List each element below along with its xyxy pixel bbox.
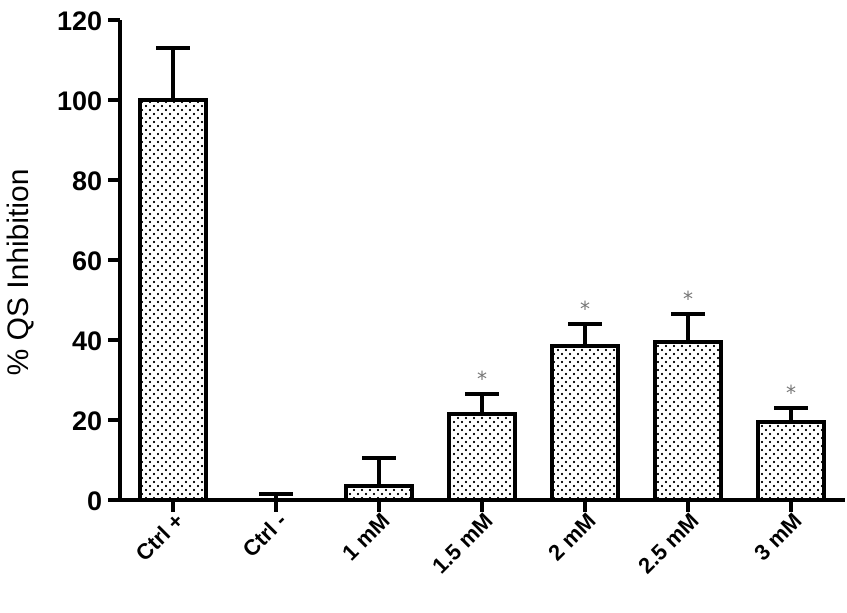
significance-marker: *	[580, 297, 590, 321]
significance-marker: *	[683, 287, 693, 311]
significance-marker: *	[786, 381, 796, 405]
y-tick-label: 60	[72, 246, 102, 276]
bar	[550, 344, 620, 502]
x-tick-label: 2.5 mM	[633, 508, 703, 578]
y-tick-label: 100	[57, 86, 102, 116]
x-tick-label: 2 mM	[543, 508, 600, 565]
bar	[653, 340, 723, 502]
x-tick-label: Ctrl +	[131, 508, 189, 566]
y-tick-label: 80	[72, 166, 102, 196]
y-tick-label: 120	[57, 6, 102, 36]
y-tick-label: 0	[87, 486, 102, 516]
bar	[344, 484, 414, 502]
bar	[756, 420, 826, 502]
x-tick-label: 1.5 mM	[427, 508, 497, 578]
x-tick-label: 1 mM	[337, 508, 394, 565]
y-tick-label: 40	[72, 326, 102, 356]
x-tick-label: Ctrl -	[238, 508, 292, 562]
x-tick-label: 3 mM	[749, 508, 806, 565]
bar	[138, 98, 208, 502]
y-tick-label: 20	[72, 406, 102, 436]
bar	[447, 412, 517, 502]
significance-marker: *	[477, 367, 487, 391]
y-axis-title: % QS Inhibition	[2, 169, 35, 376]
plot-area: 0 20 40 60 80 100 120 Ctrl + Ctrl - 1 mM * 1.5 mM * 2…	[57, 6, 845, 578]
